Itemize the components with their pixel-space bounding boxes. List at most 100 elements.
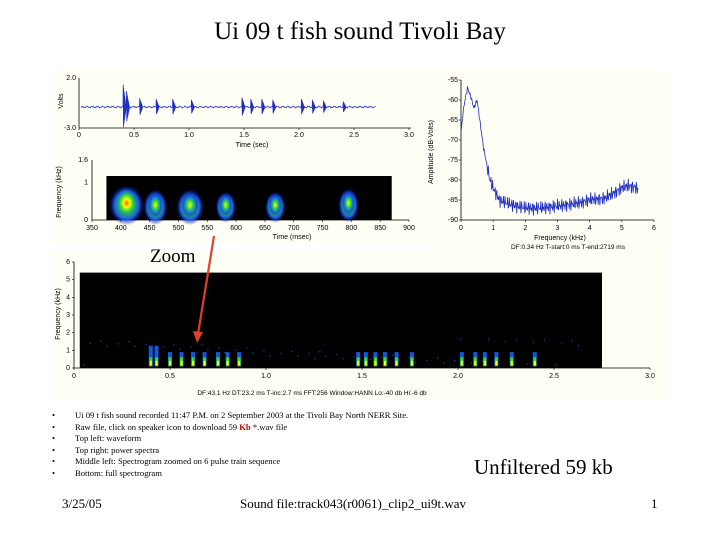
footer-sound-file: Sound file:track043(r0061)_clip2_ui9t.wa… <box>240 496 467 511</box>
spectrogram-zoom-pulse-core <box>116 189 137 217</box>
spectrogram-full-pulse-peak <box>203 360 206 366</box>
power-spectrum-ylabel: Amplitude (dB-Volts) <box>428 120 435 184</box>
spectrogram-full-x-tick-label: 0.5 <box>165 373 175 380</box>
spectrogram-full-pulse-peak <box>217 360 219 366</box>
power-spectrum-y-tick-label: -85 <box>448 197 458 204</box>
spectrogram-full-noise <box>526 363 529 365</box>
waveform-x-tick-label: 1.5 <box>239 132 249 139</box>
spectrogram-full-noise <box>297 355 299 357</box>
spectrogram-zoom-y-tick-label: 0 <box>84 217 88 224</box>
power-spectrum-y-tick-label: -65 <box>448 117 458 124</box>
waveform-burst <box>250 98 254 115</box>
waveform-burst <box>300 98 305 115</box>
spectrogram-zoom-y-tick-label: 1 <box>84 180 88 187</box>
waveform-y-tick-label: -3.0 <box>64 125 76 132</box>
spectrogram-zoom-x-tick-label: 850 <box>374 225 386 232</box>
spectrogram-full-noise <box>342 358 344 360</box>
spectrogram-full-y-tick-label: 0 <box>66 365 70 372</box>
note-item: Raw file, click on speaker icon to downl… <box>52 422 472 434</box>
spectrogram-zoom-x-tick-label: 450 <box>144 225 156 232</box>
waveform-burst <box>172 98 176 115</box>
spectrogram-full-pulse-peak <box>495 360 498 366</box>
spectrogram-full-x-tick-label: 0 <box>72 373 76 380</box>
spectrogram-full-pulse <box>154 345 159 367</box>
spectrogram-full-noise <box>487 338 490 341</box>
note-item: Middle left: Spectrogram zoomed on 6 pul… <box>52 456 472 468</box>
spectrogram-full-noise <box>117 343 119 345</box>
spectrogram-full-pulse-peak <box>410 360 413 366</box>
spectrogram-full-noise <box>218 347 220 349</box>
power-spectrum-y-tick-label: -90 <box>448 217 458 224</box>
power-spectrum-x-tick-label: 3 <box>556 225 560 232</box>
spectrogram-full-pulse-peak <box>169 360 171 366</box>
spectrogram-full-noise <box>426 359 428 361</box>
spectrogram-zoom-x-tick-label: 500 <box>173 225 185 232</box>
waveform-y-tick-label: 2.0 <box>66 75 76 82</box>
spectrogram-zoom-x-tick-label: 650 <box>259 225 271 232</box>
spectrogram-full-noise <box>370 358 372 361</box>
spectrogram-zoom-x-tick-label: 800 <box>346 225 358 232</box>
waveform-x-tick-label: 0.5 <box>129 132 139 139</box>
waveform-burst <box>342 101 347 113</box>
spectrogram-full-noise <box>381 356 383 358</box>
spectrogram-zoom-x-tick-label: 400 <box>115 225 127 232</box>
slide-number: 1 <box>651 496 658 511</box>
spectrogram-zoom-pulse-core <box>219 194 232 216</box>
power-spectrum-x-tick-label: 2 <box>523 225 527 232</box>
waveform-x-tick-label: 2.0 <box>294 132 304 139</box>
spectrogram-full-pulse-peak <box>238 360 241 366</box>
spectrogram-full-ylabel: Frequency (kHz) <box>55 288 62 340</box>
spectrogram-zoom-x-tick-label: 350 <box>86 225 98 232</box>
power-spectrum-caption: DF:0.34 Hz T-start:0 ms T-end:2719 ms <box>511 244 626 251</box>
spectrogram-full-pulse-peak <box>483 360 486 366</box>
kb-link[interactable]: Kb <box>239 421 251 432</box>
spectrogram-full-noise <box>190 346 192 348</box>
spectrogram-full-y-tick-label: 3 <box>66 312 70 319</box>
spectrogram-full-noise <box>100 340 102 342</box>
slide-title: Ui 09 t fish sound Tivoli Bay <box>214 18 506 45</box>
waveform-ylabel: Volts <box>58 93 65 109</box>
spectrogram-zoom-chart: 350 400 450 500 550 600 650 700 750 800 850 900 0 1 1.… <box>52 152 427 242</box>
spectrogram-full-pulse-peak <box>384 360 387 366</box>
spectrogram-full-noise <box>498 363 501 365</box>
spectrogram-full-noise <box>387 361 389 363</box>
spectrogram-full-background <box>79 272 602 368</box>
spectrogram-full-x-tick-label: 3.0 <box>645 373 655 380</box>
spectrogram-full-x-tick-label: 2.0 <box>453 373 463 380</box>
spectrogram-full-y-tick-label: 4 <box>66 294 70 301</box>
spectrogram-full-noise <box>134 345 136 348</box>
waveform-burst <box>139 98 143 115</box>
spectrogram-full-pulse-peak <box>226 360 229 366</box>
power-spectrum-x-tick-label: 5 <box>620 225 624 232</box>
waveform-xlabel: Time (sec) <box>236 142 269 149</box>
spectrogram-full-noise <box>437 357 439 359</box>
waveform-x-tick-label: 0 <box>77 132 81 139</box>
waveform-chart: 0 0.5 1.0 1.5 2.0 2.5 3.0 2.0 -3.0 Time (sec) Vo… <box>52 70 427 152</box>
spectrogram-full-noise <box>128 341 130 343</box>
spectrogram-full-x-tick-label: 1.0 <box>261 373 271 380</box>
spectrogram-full-noise <box>515 339 518 341</box>
spectrogram-full-pulse-peak <box>510 360 513 366</box>
spectrogram-full-noise <box>252 352 254 354</box>
power-spectrum-x-tick-label: 1 <box>491 225 495 232</box>
power-spectrum-y-tick-label: -60 <box>448 97 458 104</box>
waveform-burst <box>261 98 265 115</box>
spectrogram-full-pulse-peak <box>460 360 463 366</box>
spectrogram-full-noise <box>145 343 147 345</box>
note-text: *.wav file <box>250 421 288 432</box>
spectrogram-full-pulse <box>148 345 153 367</box>
spectrogram-full-noise <box>224 351 226 354</box>
power-spectrum-y-tick-label: -55 <box>448 77 458 84</box>
spectrogram-full-pulse-peak <box>374 360 377 366</box>
spectrogram-zoom-x-tick-label: 600 <box>230 225 242 232</box>
spectrogram-full-caption: DF:43.1 Hz DT:23.2 ms T-inc:2.7 ms FFT:2… <box>197 390 427 397</box>
spectrogram-full-pulse-peak <box>192 360 195 366</box>
spectrogram-full-pulse-peak <box>155 360 158 366</box>
spectrogram-zoom-pulse-core <box>342 191 355 215</box>
spectrogram-full-noise <box>314 358 316 360</box>
spectrogram-zoom-ylabel: Frequency (kHz) <box>56 166 63 218</box>
spectrogram-zoom-pulse-core <box>181 193 199 217</box>
spectrogram-full-noise <box>481 360 484 362</box>
spectrogram-full-noise <box>532 341 535 344</box>
spectrogram-full-noise <box>207 349 209 351</box>
